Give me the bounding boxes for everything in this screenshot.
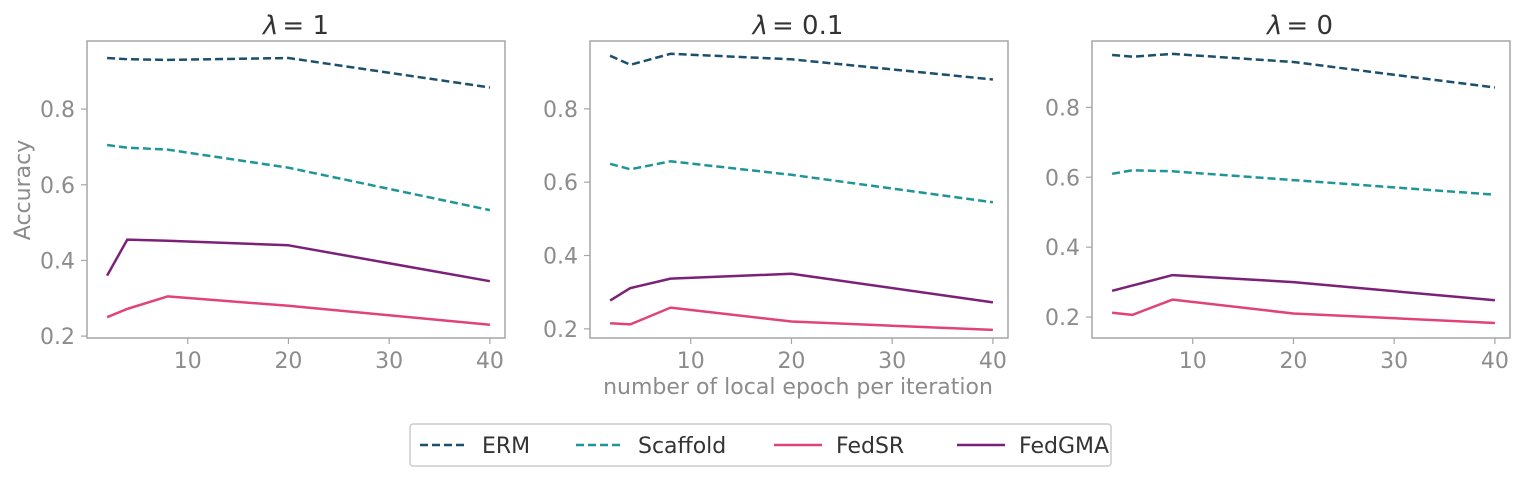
lines-group xyxy=(106,56,491,327)
series-line-fedsr xyxy=(610,306,993,332)
y-tick-label: 0.2 xyxy=(40,325,75,350)
y-tick-label: 0.8 xyxy=(1045,96,1080,121)
x-axis-label: number of local epoch per iteration xyxy=(603,375,993,400)
legend: ERM Scaffold FedSR FedGMA xyxy=(409,423,1112,467)
series-line-fedgma xyxy=(609,272,994,304)
y-tick-label: 0.4 xyxy=(543,245,578,270)
plot-frame xyxy=(589,40,1009,339)
series-line-fedsr xyxy=(106,295,491,327)
ticks-group: 10 20 30 40 0.2 0.4 0.6 0.8 xyxy=(543,98,1007,374)
y-tick-label: 0.8 xyxy=(40,98,75,123)
series-line-erm xyxy=(1111,52,1496,89)
x-tick-label: 10 xyxy=(174,349,202,374)
lines-group xyxy=(1111,52,1496,325)
panel-title: λ = 1 xyxy=(261,11,329,41)
x-tick-label: 30 xyxy=(878,349,906,374)
x-tick-label: 10 xyxy=(677,349,705,374)
x-tick-label: 30 xyxy=(1380,349,1408,374)
y-tick-label: 0.6 xyxy=(543,171,578,196)
x-tick-label: 30 xyxy=(375,349,403,374)
series-line-erm xyxy=(107,56,491,89)
legend-entry-erm: ERM xyxy=(420,434,530,459)
y-axis-label: Accuracy xyxy=(11,140,36,240)
legend-entry-fedsr: FedSR xyxy=(774,434,904,459)
plot-frame xyxy=(1091,40,1511,339)
panel-title: λ = 0.1 xyxy=(751,11,844,41)
x-tick-label: 20 xyxy=(1279,349,1307,374)
legend-entry-scaffold: Scaffold xyxy=(576,434,726,459)
panel-lambda-0: λ = 0 10 20 30 40 0.2 0.4 0.6 0.8 xyxy=(1045,11,1511,374)
x-tick-label: 10 xyxy=(1179,349,1207,374)
legend-entry-fedgma: FedGMA xyxy=(957,434,1109,459)
y-tick-label: 0.2 xyxy=(1045,306,1080,331)
x-tick-label: 40 xyxy=(476,349,504,374)
series-line-fedgma xyxy=(1111,273,1496,302)
series-line-erm xyxy=(609,52,994,81)
ticks-group: 10 20 30 40 0.2 0.4 0.6 0.8 xyxy=(1045,96,1509,374)
y-tick-label: 0.4 xyxy=(40,249,75,274)
x-tick-label: 40 xyxy=(979,349,1007,374)
series-line-scaffold xyxy=(106,143,491,212)
panel-lambda-0.1: λ = 0.1 10 20 30 40 0.2 0.4 0.6 0.8 xyxy=(543,11,1009,374)
legend-label-erm: ERM xyxy=(482,434,530,459)
x-tick-label: 20 xyxy=(777,349,805,374)
legend-box xyxy=(409,423,1112,467)
x-tick-label: 40 xyxy=(1481,349,1509,374)
legend-label-scaffold: Scaffold xyxy=(638,434,726,459)
series-line-fedsr xyxy=(1111,298,1495,325)
series-line-scaffold xyxy=(609,160,994,204)
y-tick-label: 0.4 xyxy=(1045,236,1080,261)
panel-title: λ = 0 xyxy=(1265,11,1333,41)
plot-frame xyxy=(86,40,506,339)
legend-label-fedsr: FedSR xyxy=(836,434,904,459)
y-tick-label: 0.6 xyxy=(1045,166,1080,191)
x-tick-label: 20 xyxy=(274,349,302,374)
ticks-group: 10 20 30 40 0.2 0.4 0.6 0.8 xyxy=(40,98,504,374)
y-tick-label: 0.2 xyxy=(543,318,578,343)
series-line-fedgma xyxy=(106,238,491,283)
y-tick-label: 0.6 xyxy=(40,174,75,199)
lines-group xyxy=(609,52,994,332)
series-line-scaffold xyxy=(1111,169,1495,196)
panel-lambda-1: λ = 1 10 20 30 40 0.2 0.4 0.6 0.8 xyxy=(40,11,506,374)
legend-label-fedgma: FedGMA xyxy=(1019,434,1109,459)
y-tick-label: 0.8 xyxy=(543,98,578,123)
